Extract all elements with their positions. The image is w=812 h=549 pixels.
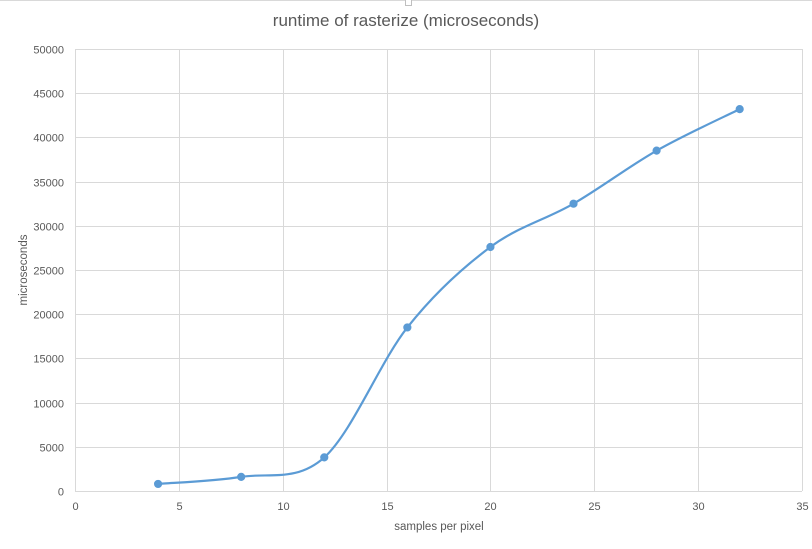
y-tick-label: 10000: [33, 399, 64, 411]
series: [153, 105, 744, 489]
y-tick-label: 30000: [33, 222, 64, 234]
y-tick-label: 40000: [33, 133, 64, 145]
data-point: [735, 105, 744, 114]
x-tick-label: 15: [381, 501, 393, 513]
x-tick-label: 10: [277, 501, 289, 513]
y-tick-label: 25000: [33, 266, 64, 278]
chart-title: runtime of rasterize (microseconds): [272, 11, 540, 30]
y-tick-label: 50000: [33, 45, 64, 57]
x-tick-label: 30: [692, 501, 704, 513]
y-tick-label: 0: [58, 487, 64, 499]
gridlines: [75, 49, 803, 492]
x-axis-label: samples per pixel: [394, 521, 483, 533]
x-tick-label: 0: [72, 501, 78, 513]
x-tick-label: 25: [588, 501, 600, 513]
y-tick-label: 20000: [33, 310, 64, 322]
y-axis-label: microseconds: [18, 234, 30, 305]
x-tick-label: 20: [484, 501, 496, 513]
x-tick-label: 5: [176, 501, 182, 513]
y-tick-label: 45000: [33, 89, 64, 101]
y-tick-label: 35000: [33, 178, 64, 190]
y-tick-label: 15000: [33, 354, 64, 366]
y-tick-label: 5000: [40, 443, 64, 455]
resize-handle[interactable]: [405, 0, 412, 6]
data-point: [569, 199, 578, 208]
data-point: [153, 479, 163, 489]
data-point: [403, 323, 412, 332]
data-point: [237, 472, 246, 481]
x-tick-label: 35: [796, 501, 808, 513]
x-axis-ticks: 0 5 10 15 20 25 30 35: [72, 501, 808, 513]
y-axis-ticks: 0 5000 10000 15000 20000 25000 30000 35000 40000…: [33, 45, 64, 499]
data-point: [320, 453, 329, 462]
data-point: [652, 146, 661, 155]
data-point: [486, 242, 495, 252]
series-line: [156, 108, 741, 486]
